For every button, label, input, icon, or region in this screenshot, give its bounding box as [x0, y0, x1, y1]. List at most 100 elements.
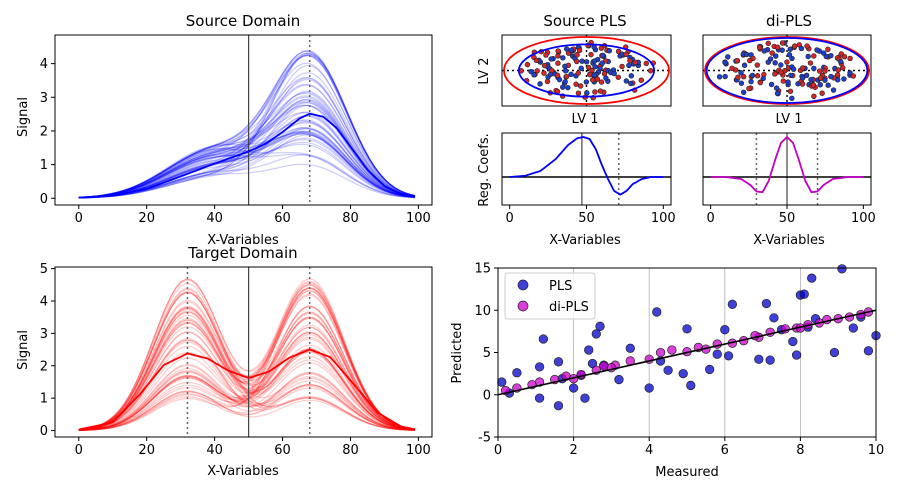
source-domain-sample-curve [78, 134, 416, 199]
di-pls-scores-score-point [725, 54, 731, 60]
target-domain-sample-curve [78, 390, 416, 431]
target-domain-sample-curve [78, 306, 416, 431]
source-pls-scores-score-point [563, 46, 570, 52]
pvm-xtick-label: 2 [569, 443, 577, 458]
source-domain-sample-curve [78, 104, 416, 199]
pvm-ytick-label: -5 [478, 431, 491, 446]
di-coefs-xlabel: X-Variables [753, 233, 825, 248]
source-domain-frame [54, 34, 433, 206]
source-domain-ytick-label: 0 [40, 192, 48, 207]
target-domain-sample-curve [78, 290, 416, 431]
di-pls-scores-score-point [749, 72, 756, 79]
di-pls-scores-plot [702, 34, 872, 107]
pls-point [720, 325, 730, 335]
source-domain-xtick-label: 100 [406, 211, 431, 226]
source-domain-ytick-label: 1 [40, 158, 48, 173]
di-pls-scores-score-point [760, 75, 766, 82]
target-domain-sample-curve [78, 278, 416, 431]
source-pls-scores-plot [501, 34, 672, 107]
pls-point [595, 321, 605, 331]
source-pls-scores-score-point [544, 78, 551, 85]
target-domain-xtick-label: 0 [75, 443, 83, 458]
source-pls-scores-score-point [556, 76, 563, 83]
panel-source-pls-coefs: 0 50 100 X-Variables Reg. Coefs. [477, 132, 676, 248]
pls-point [769, 313, 779, 323]
source-pls-scores-score-point [563, 68, 569, 74]
source-pls-scores-score-point [599, 60, 605, 66]
di-pls-coefs-plot: 0 50 100 [702, 132, 876, 226]
pvm-xtick-label: 4 [645, 443, 653, 458]
di-pls-scores-score-point [825, 82, 831, 88]
source-domain-sample-curve [78, 84, 416, 199]
pls-point [580, 393, 590, 403]
pls-point [644, 383, 654, 393]
source-domain-xtick-label: 80 [342, 211, 359, 226]
di-pls-scores-score-point [756, 44, 763, 51]
pls-point [663, 365, 673, 375]
di-pls-scores-score-point [775, 44, 781, 50]
source-pls-scores-score-point [588, 51, 594, 58]
di-pls-scores-score-point [841, 76, 847, 82]
source-pls-scores-score-point [548, 56, 554, 62]
pls-point [591, 329, 601, 339]
source-domain-sample-curve [78, 78, 416, 199]
measured-xlabel: Measured [655, 465, 719, 480]
source-pls-scores-score-point [628, 73, 634, 79]
target-domain-xtick-label: 20 [138, 443, 155, 458]
panel-source-pls-scores: Source PLS LV 1 LV 2 [477, 12, 672, 127]
pls-point [765, 355, 775, 365]
di-pls-scores-score-point [743, 51, 750, 58]
target-domain-sample-curve [78, 287, 416, 431]
di-pls-scores-score-point [803, 72, 810, 79]
di-pls-scores-score-point [847, 55, 853, 62]
di-pls-scores-score-point [773, 53, 779, 59]
source-domain-sample-curve [78, 130, 416, 199]
source-coefs-xlabel: X-Variables [549, 233, 621, 248]
di-pls-scores-score-point [808, 76, 814, 83]
source-pls-scores-score-point [623, 78, 630, 84]
source-pls-scores-score-point [541, 70, 547, 76]
di-pls-scores-score-point [779, 47, 785, 53]
source-pls-scores-score-point [615, 74, 621, 80]
source-pls-coefs-frame [501, 132, 672, 206]
source-domain-sample-curve [78, 104, 416, 199]
di-pls-scores-score-point [807, 60, 814, 66]
pls-point [686, 380, 696, 391]
target-domain-xtick-label: 60 [274, 443, 291, 458]
target-domain-sample-curve [78, 321, 416, 431]
source-pls-scores-score-point [528, 68, 534, 75]
pls-point [791, 350, 802, 360]
target-domain-sample-curve [78, 292, 416, 431]
source-pls-lv2-label: LV 2 [477, 57, 492, 84]
source-domain-sample-curve [78, 130, 416, 199]
source-pls-scores-score-point [615, 48, 622, 55]
source-pls-scores-score-point [647, 68, 654, 74]
source-pls-scores-score-point [575, 90, 582, 96]
di-pls-scores-score-point [746, 85, 752, 92]
di-pls-scores-score-point [734, 57, 740, 64]
panel-source-domain: 0 20 40 60 80 100 0 1 2 3 4 Source Domain X-Variab… [16, 12, 433, 248]
source-pls-scores-score-point [562, 79, 568, 85]
pls-point [534, 393, 545, 403]
source-domain-sample-curve [78, 64, 416, 199]
pls-point [727, 299, 738, 309]
pls-point [553, 357, 564, 367]
pls-point [754, 354, 764, 364]
source-pls-scores-score-point [574, 58, 580, 65]
target-domain-sample-curve [78, 311, 416, 431]
di-pls-scores-score-point [735, 74, 741, 81]
di-pls-scores-score-point [841, 53, 848, 60]
di-pls-scores-score-point [800, 65, 806, 71]
target-domain-sample-curve [78, 306, 416, 431]
target-domain-sample-curve [78, 308, 416, 431]
di-pls-scores-score-point [804, 43, 810, 49]
di-pls-scores-score-point [828, 73, 834, 80]
target-domain-sample-curve [78, 345, 416, 431]
di-pls-scores-score-point [773, 85, 780, 91]
pls-point [848, 323, 858, 333]
pls-point [788, 336, 798, 347]
source-pls-scores-score-point [592, 64, 598, 70]
pls-point [497, 377, 507, 387]
di-pls-scores-score-point [789, 95, 795, 102]
